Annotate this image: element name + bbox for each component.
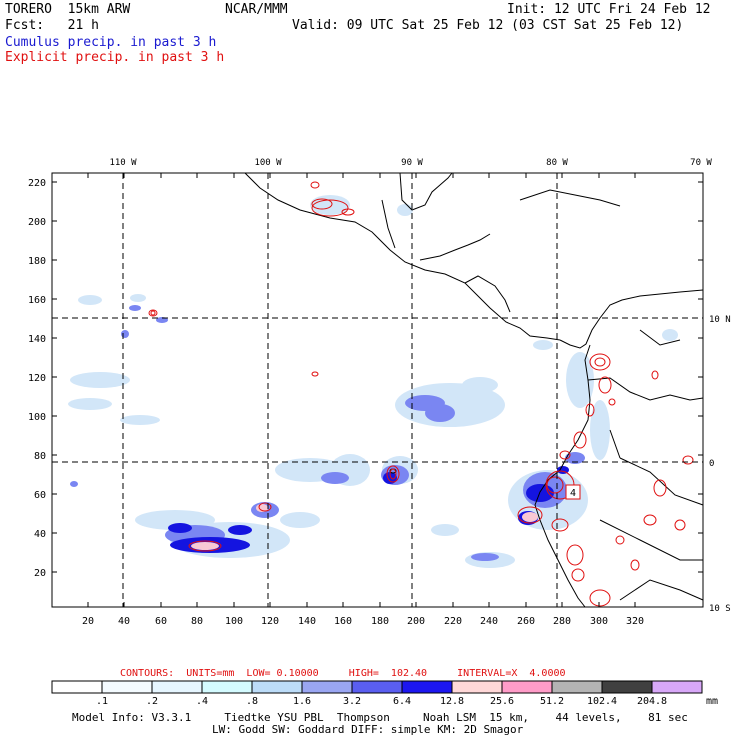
- x-tick-label: 240: [480, 616, 498, 627]
- x-tick-label: 220: [444, 616, 462, 627]
- max-annotation-box: [565, 484, 581, 500]
- x-tick-label: 140: [298, 616, 316, 627]
- colorbar-label: .1: [95, 696, 109, 707]
- explicit-precip-contours: [148, 181, 694, 607]
- x-tick-label: 40: [118, 616, 130, 627]
- x-tick-label: 160: [334, 616, 352, 627]
- colorbar-swatch: [151, 680, 203, 694]
- colorbar-swatch: [601, 680, 653, 694]
- y-axis-ticks: [52, 181, 703, 573]
- y-tick-label: 80: [34, 451, 46, 462]
- y-tick-label: 120: [28, 373, 46, 384]
- x-tick-label: 80: [191, 616, 203, 627]
- lat-label-0: 0: [709, 459, 714, 469]
- colorbar-label: 51.2: [539, 696, 565, 707]
- model-info-line2: LW: Godd SW: Goddard DIFF: simple KM: 2D…: [212, 723, 524, 736]
- lat-label-10s: 10 S: [709, 604, 731, 614]
- lat-label-10n: 10 N: [709, 315, 731, 325]
- x-axis-ticks: [87, 173, 636, 607]
- colorbar-label: 12.8: [439, 696, 465, 707]
- y-tick-label: 160: [28, 295, 46, 306]
- colorbar-swatch: [201, 680, 253, 694]
- colorbar-units: mm: [706, 696, 719, 707]
- contour-info: CONTOURS: UNITS=mm LOW= 0.10000 HIGH= 10…: [120, 668, 566, 679]
- x-tick-label: 300: [590, 616, 608, 627]
- colorbar-label: 1.6: [292, 696, 312, 707]
- colorbar-swatch: [101, 680, 153, 694]
- colorbar-label: 3.2: [342, 696, 362, 707]
- colorbar-label: .2: [145, 696, 159, 707]
- colorbar-swatch: [451, 680, 503, 694]
- lon-label-70w: 70 W: [690, 158, 712, 168]
- colorbar-swatch: [51, 680, 103, 694]
- y-tick-label: 140: [28, 334, 46, 345]
- colorbar-swatch: [651, 680, 703, 694]
- x-tick-label: 320: [626, 616, 644, 627]
- x-tick-label: 180: [371, 616, 389, 627]
- colorbar-label: 25.6: [489, 696, 515, 707]
- colorbar-label: 6.4: [392, 696, 412, 707]
- colorbar-swatch: [501, 680, 553, 694]
- y-tick-label: 100: [28, 412, 46, 423]
- y-tick-label: 40: [34, 529, 46, 540]
- colorbar-label: .8: [245, 696, 259, 707]
- x-tick-label: 280: [553, 616, 571, 627]
- x-tick-label: 200: [407, 616, 425, 627]
- colorbar-swatch: [301, 680, 353, 694]
- y-tick-label: 60: [34, 490, 46, 501]
- x-tick-label: 100: [225, 616, 243, 627]
- y-tick-label: 180: [28, 256, 46, 267]
- init-time: Init: 12 UTC Fri 24 Feb 12: [507, 2, 711, 17]
- explicit-field-label: Explicit precip. in past 3 h: [5, 50, 225, 65]
- x-tick-label: 20: [82, 616, 94, 627]
- y-tick-label: 20: [34, 568, 46, 579]
- organization: NCAR/MMM: [225, 2, 288, 17]
- max-annotation: 4: [570, 488, 576, 499]
- map-frame: [51, 172, 704, 608]
- y-tick-label: 200: [28, 217, 46, 228]
- colorbar-swatch: [351, 680, 403, 694]
- valid-time: Valid: 09 UTC Sat 25 Feb 12 (03 CST Sat …: [292, 18, 684, 33]
- model-name: TORERO 15km ARW: [5, 2, 131, 17]
- forecast-hour: Fcst: 21 h: [5, 18, 99, 33]
- explicit-precip-fill: [191, 504, 538, 550]
- colorbar-label: .4: [195, 696, 209, 707]
- cumulus-field-label: Cumulus precip. in past 3 h: [5, 35, 217, 50]
- lon-label-80w: 80 W: [546, 158, 568, 168]
- x-tick-label: 260: [517, 616, 535, 627]
- lon-label-110w: 110 W: [109, 158, 137, 168]
- cumulus-precip-dark: [168, 466, 569, 553]
- lon-label-100w: 100 W: [254, 158, 282, 168]
- lon-label-90w: 90 W: [401, 158, 423, 168]
- x-tick-label: 120: [261, 616, 279, 627]
- colorbar: [51, 680, 703, 694]
- y-tick-label: 220: [28, 178, 46, 189]
- cumulus-precip-light: [68, 195, 678, 568]
- colorbar-label: 204.8: [636, 696, 668, 707]
- colorbar-swatch: [401, 680, 453, 694]
- x-tick-label: 60: [155, 616, 167, 627]
- colorbar-swatch: [251, 680, 303, 694]
- colorbar-label: 102.4: [586, 696, 618, 707]
- model-info-line1: Model Info: V3.3.1 Tiedtke YSU PBL Thomp…: [72, 711, 688, 724]
- colorbar-swatch: [551, 680, 603, 694]
- graticule: [52, 173, 703, 607]
